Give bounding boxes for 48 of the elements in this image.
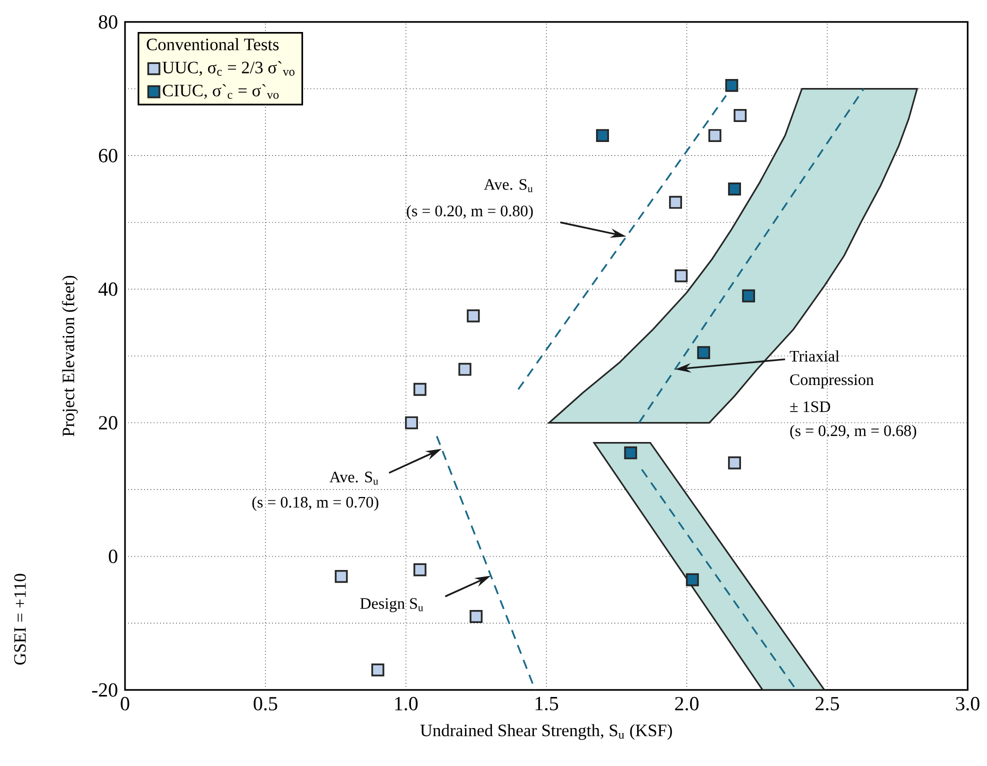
text: GSEI = +110 (14, 574, 26, 665)
point (686, 573, 699, 586)
annotation: Ave. S$_{u}$ (484, 179, 533, 192)
annotation: ± 1SD (790, 401, 830, 412)
annotation: Design S$_{u}$ (360, 598, 424, 612)
point (728, 182, 742, 196)
y-tick-label: 20 (98, 416, 118, 430)
legend-label: UUC, σ$_{c}$ = 2/3 σ`$_{vo}$ (162, 61, 294, 76)
point (669, 196, 682, 209)
point (458, 362, 472, 376)
y-tick-label: 0 (108, 550, 118, 564)
annotation: (s = 0.20, m = 0.80) (406, 205, 533, 220)
annotation: (s = 0.29, m = 0.68) (790, 424, 916, 440)
point (413, 382, 426, 396)
point (725, 78, 738, 92)
annotation: Triaxial (790, 350, 840, 362)
legend-title: Conventional Tests (146, 38, 279, 50)
annotation: (s = 0.18, m = 0.70) (252, 496, 378, 511)
y-axis-title: Project Elevation (feet) (62, 276, 78, 436)
x-tick-label: 1.5 (536, 696, 558, 710)
point (371, 663, 384, 676)
point (624, 446, 638, 460)
point (466, 309, 480, 322)
y-tick-label: 80 (98, 15, 118, 29)
y-tick-label: 40 (98, 282, 118, 296)
point (742, 289, 756, 302)
point (674, 269, 688, 282)
point (708, 129, 722, 142)
point (470, 610, 483, 623)
x-tick-label: 0.5 (254, 696, 278, 711)
point (334, 570, 348, 583)
point (596, 129, 609, 142)
x-tick-label: 1.0 (395, 696, 418, 711)
point (405, 416, 418, 430)
point (728, 456, 742, 470)
legend-label: CIUC, σ`$_{c}$ = σ`$_{vo}$ (162, 84, 279, 99)
x-tick-label: 3.0 (956, 696, 980, 711)
annotation: Ave. S$_{u}$ (329, 472, 378, 485)
point (413, 563, 426, 576)
point (697, 346, 710, 360)
x-axis-title: Undrained Shear Strength, S$_{u}$ (KSF) (420, 724, 672, 740)
y-tick-label: -20 (92, 683, 118, 697)
x-tick-label: 2.5 (816, 696, 839, 710)
point (734, 109, 747, 122)
y-tick-label: 60 (98, 148, 118, 162)
x-tick-label: 2.0 (675, 696, 699, 711)
x-tick-label: 0 (120, 696, 130, 710)
annotation: Compression (790, 374, 874, 388)
